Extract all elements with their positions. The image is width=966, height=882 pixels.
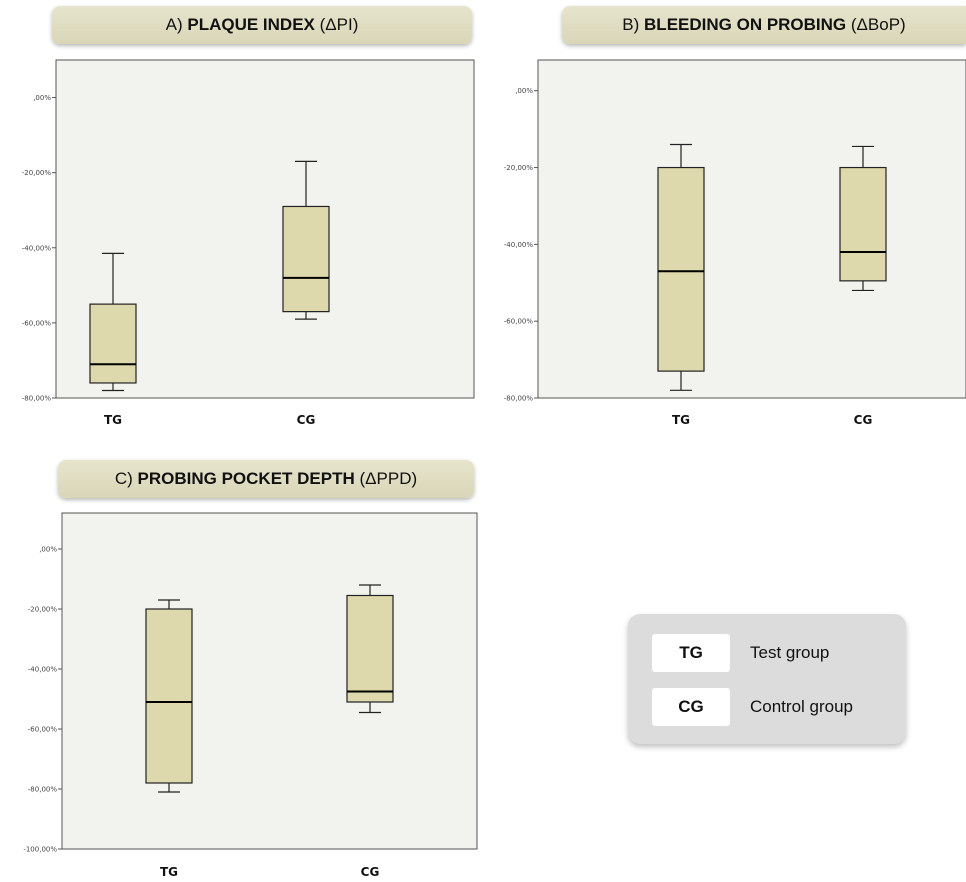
panel-c-title-suffix: (ΔPPD) xyxy=(354,469,418,488)
panel-a-title: A) PLAQUE INDEX (ΔPI) xyxy=(52,6,472,44)
box-tg xyxy=(145,599,193,793)
x-tick-label-cg: CG xyxy=(361,865,380,879)
y-tick-label: ,00% xyxy=(515,87,533,95)
chart-c: ,00% -20,00% -40,00% -60,00% -80,00% -100,00%… xyxy=(23,512,478,879)
box-cg xyxy=(839,145,887,292)
y-tick-label: -20,00% xyxy=(504,164,534,172)
y-tick-label: -80,00% xyxy=(28,786,58,794)
y-tick-label: -40,00% xyxy=(28,666,58,674)
panel-b-title-prefix: B) xyxy=(622,15,645,34)
legend-row-cg: CG Control group xyxy=(652,688,902,726)
box-cg xyxy=(346,584,394,714)
panel-a-title-bold: PLAQUE INDEX xyxy=(187,15,315,34)
panel-a-title-suffix: (ΔPI) xyxy=(314,15,359,34)
box-iqr xyxy=(282,205,330,313)
legend-key-tg: TG xyxy=(652,634,730,672)
panel-c-title: C) PROBING POCKET DEPTH (ΔPPD) xyxy=(58,460,474,498)
x-tick-label-cg: CG xyxy=(297,413,316,427)
legend-row-tg: TG Test group xyxy=(652,634,902,672)
y-tick-label: -60,00% xyxy=(504,318,534,326)
panel-b-title: B) BLEEDING ON PROBING (ΔBoP) xyxy=(562,6,966,44)
legend-label-cg: Control group xyxy=(750,697,854,716)
box-iqr xyxy=(839,166,887,282)
box-iqr xyxy=(346,594,394,703)
y-tick-label: -20,00% xyxy=(22,169,52,177)
box-cg xyxy=(282,160,330,320)
legend: TG Test group CG Control group xyxy=(628,614,906,744)
x-tick-label-cg: CG xyxy=(854,413,873,427)
chart-b: ,00% -20,00% -40,00% -60,00% -80,00% TG CG xyxy=(504,59,966,427)
panel-b-title-bold: BLEEDING ON PROBING xyxy=(644,15,847,34)
x-tick-label-tg: TG xyxy=(672,413,690,427)
panel-c-title-prefix: C) xyxy=(114,469,138,488)
panel-c-title-bold: PROBING POCKET DEPTH xyxy=(137,469,355,488)
x-tick-label-tg: TG xyxy=(160,865,178,879)
legend-label-tg: Test group xyxy=(750,643,830,662)
box-tg xyxy=(89,252,137,392)
panel-b-title-suffix: (ΔBoP) xyxy=(846,15,906,34)
panel-a-title-prefix: A) xyxy=(165,15,188,34)
y-tick-label: -60,00% xyxy=(22,319,52,327)
y-tick-label: -80,00% xyxy=(504,395,534,403)
legend-key-cg: CG xyxy=(652,688,730,726)
y-tick-label: ,00% xyxy=(33,94,51,102)
y-tick-label: ,00% xyxy=(39,546,57,554)
y-tick-label: -100,00% xyxy=(23,846,57,854)
y-tick-label: -60,00% xyxy=(28,726,58,734)
box-tg xyxy=(657,143,705,391)
box-iqr xyxy=(145,608,193,784)
x-tick-label-tg: TG xyxy=(104,413,122,427)
box-iqr xyxy=(657,166,705,372)
box-iqr xyxy=(89,303,137,384)
y-tick-label: -40,00% xyxy=(504,241,534,249)
plot-area xyxy=(61,512,478,850)
plot-area xyxy=(537,59,966,399)
y-tick-label: -20,00% xyxy=(28,606,58,614)
chart-a: ,00% -20,00% -40,00% -60,00% -80,00% TG CG xyxy=(22,59,475,427)
y-tick-label: -80,00% xyxy=(22,395,52,403)
y-tick-label: -40,00% xyxy=(22,244,52,252)
